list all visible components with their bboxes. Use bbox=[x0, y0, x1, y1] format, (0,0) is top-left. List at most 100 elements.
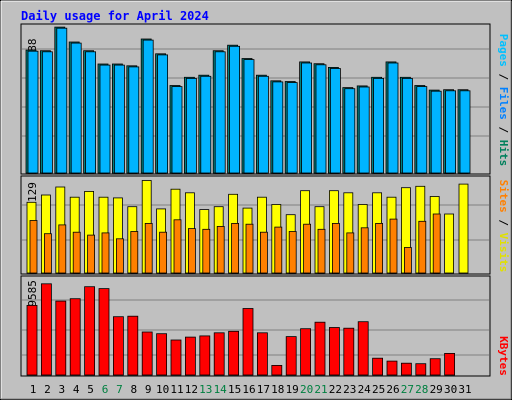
day-label-22: 22 bbox=[329, 383, 342, 396]
files-bar-day-3 bbox=[56, 27, 68, 174]
kbytes-bar-day-26 bbox=[386, 360, 398, 376]
kbytes-bar-day-29 bbox=[429, 358, 441, 376]
day-label-5: 5 bbox=[87, 383, 94, 396]
sites-bar-day-20 bbox=[303, 223, 312, 274]
kbytes-legend: KBytes bbox=[497, 336, 510, 376]
sites-bar-day-27 bbox=[403, 247, 412, 274]
visits-ymax-label: 129 bbox=[26, 182, 39, 202]
day-label-11: 11 bbox=[170, 383, 183, 396]
files-bar-day-9 bbox=[142, 39, 154, 174]
files-bar-day-28 bbox=[416, 86, 428, 174]
day-label-23: 23 bbox=[343, 383, 356, 396]
kbytes-bar-day-12 bbox=[184, 336, 196, 376]
day-label-30: 30 bbox=[444, 383, 457, 396]
sites-bar-day-29 bbox=[432, 213, 441, 274]
day-label-8: 8 bbox=[130, 383, 137, 396]
day-label-26: 26 bbox=[386, 383, 399, 396]
sites-bar-day-15 bbox=[231, 222, 240, 274]
sites-bar-day-2 bbox=[44, 233, 52, 274]
day-label-31: 31 bbox=[458, 383, 471, 396]
day-label-17: 17 bbox=[257, 383, 270, 396]
kbytes-bar-day-19 bbox=[285, 336, 297, 376]
kbytes-bar-day-21 bbox=[314, 321, 326, 376]
sites-bar-day-7 bbox=[116, 238, 124, 274]
files-bar-day-21 bbox=[315, 64, 327, 174]
kbytes-bar-day-28 bbox=[415, 363, 427, 376]
kbytes-bar-day-1 bbox=[26, 304, 38, 376]
sites-bar-day-10 bbox=[159, 231, 168, 274]
kbytes-bar-day-13 bbox=[199, 335, 211, 376]
sites-bar-day-16 bbox=[245, 223, 254, 274]
day-label-9: 9 bbox=[145, 383, 152, 396]
files-bar-day-23 bbox=[344, 88, 356, 174]
day-label-14: 14 bbox=[214, 383, 228, 396]
sites-bar-day-21 bbox=[317, 228, 326, 274]
visits-legend-sites: Sites bbox=[497, 180, 510, 213]
files-bar-day-14 bbox=[214, 51, 226, 174]
hits-legend-pages: Pages bbox=[497, 34, 510, 67]
files-bar-day-24 bbox=[358, 86, 370, 174]
sites-bar-day-5 bbox=[87, 234, 95, 274]
day-label-10: 10 bbox=[156, 383, 169, 396]
day-label-15: 15 bbox=[228, 383, 241, 396]
sites-bar-day-12 bbox=[187, 228, 196, 274]
sites-bar-day-4 bbox=[72, 231, 81, 274]
files-bar-day-6 bbox=[99, 64, 111, 174]
files-bar-day-12 bbox=[185, 78, 197, 174]
kbytes-bar-day-9 bbox=[141, 331, 153, 376]
visits-legend: Sites / Visits bbox=[497, 180, 510, 273]
files-bar-day-4 bbox=[70, 42, 82, 174]
sites-bar-day-17 bbox=[259, 231, 268, 274]
hits-legend-hits: Hits bbox=[497, 140, 510, 167]
kbytes-bar-day-16 bbox=[242, 308, 254, 376]
kbytes-bar-day-22 bbox=[328, 327, 340, 376]
files-bar-day-26 bbox=[387, 62, 399, 174]
visits-legend-visits: Visits bbox=[497, 233, 510, 273]
kbytes-bar-day-3 bbox=[55, 300, 67, 376]
files-bar-day-7 bbox=[114, 64, 125, 174]
kbytes-legend-kbytes: KBytes bbox=[497, 336, 510, 376]
files-bar-day-31 bbox=[459, 90, 471, 174]
kbytes-bar-day-17 bbox=[256, 332, 268, 376]
day-label-1: 1 bbox=[30, 383, 37, 396]
kbytes-bar-day-27 bbox=[400, 362, 412, 376]
chart-title: Daily usage for April 2024 bbox=[21, 9, 209, 23]
files-bar-day-20 bbox=[301, 62, 313, 174]
day-label-29: 29 bbox=[430, 383, 443, 396]
sites-bar-day-6 bbox=[101, 232, 110, 274]
files-bar-day-5 bbox=[85, 51, 96, 174]
sites-bar-day-23 bbox=[346, 232, 355, 274]
files-bar-day-10 bbox=[157, 54, 169, 174]
day-labels: 1 2 3 4 5 6 7 8 9 10 11 12 13 14 15 16 17 18 19 20 21 22 23 24 2… bbox=[30, 383, 472, 396]
day-label-7: 7 bbox=[116, 383, 123, 396]
kbytes-bar-day-18 bbox=[271, 364, 283, 376]
day-label-20: 20 bbox=[300, 383, 313, 396]
day-label-28: 28 bbox=[415, 383, 428, 396]
chart-bars bbox=[25, 26, 471, 376]
sites-bar-day-3 bbox=[58, 224, 67, 274]
day-label-27: 27 bbox=[401, 383, 414, 396]
files-bar-day-18 bbox=[272, 81, 284, 174]
sites-bar-day-11 bbox=[173, 219, 182, 274]
kbytes-bar-day-10 bbox=[156, 333, 168, 376]
kbytes-bar-day-23 bbox=[343, 327, 355, 376]
kbytes-bar-day-24 bbox=[357, 321, 369, 376]
hits-legend-files: Files bbox=[497, 87, 510, 120]
sites-bar-day-25 bbox=[375, 222, 384, 274]
files-bar-day-13 bbox=[200, 75, 212, 174]
files-bar-day-19 bbox=[286, 82, 298, 174]
kbytes-bar-day-8 bbox=[127, 315, 139, 376]
legends: Pages / Files / Hits Sites / Visits KBytes bbox=[497, 34, 510, 376]
kbytes-bar-day-4 bbox=[69, 298, 81, 376]
files-bar-day-1 bbox=[27, 50, 39, 174]
sites-bar-day-8 bbox=[130, 231, 139, 274]
sites-bar-day-13 bbox=[202, 228, 211, 274]
day-label-18: 18 bbox=[271, 383, 284, 396]
sites-bar-day-28 bbox=[418, 220, 427, 274]
day-label-24: 24 bbox=[358, 383, 372, 396]
kbytes-bar-day-7 bbox=[113, 316, 124, 376]
kbytes-bar-day-30 bbox=[444, 352, 456, 376]
sites-bar-day-24 bbox=[360, 227, 369, 274]
